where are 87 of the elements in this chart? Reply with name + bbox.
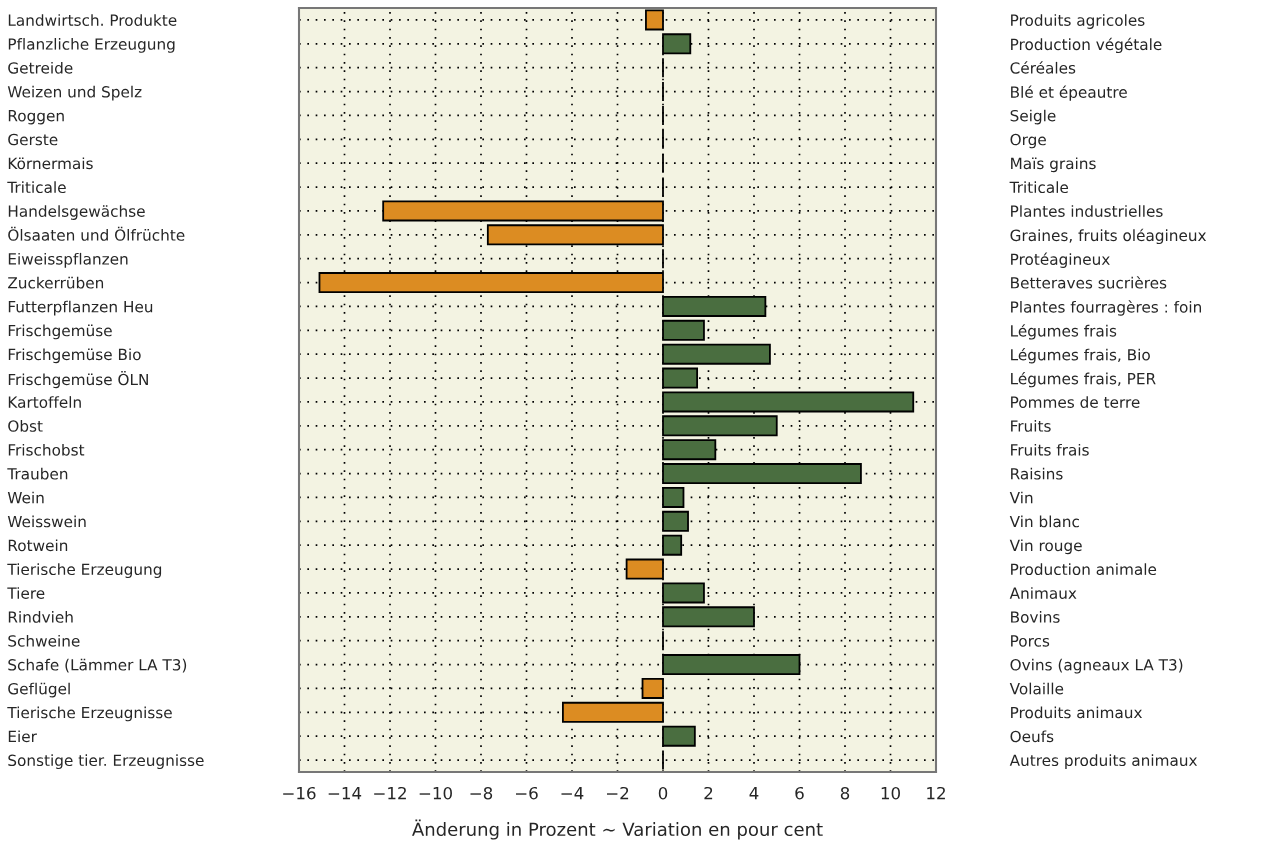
x-tick-label: −14	[328, 787, 362, 800]
x-tick-label: 0	[658, 786, 668, 800]
y2-tick-label: Vin	[1009, 491, 1033, 504]
y-tick-label: Ölsaaten und Ölfrüchte	[8, 226, 185, 241]
y2-tick-label: Céréales	[1010, 61, 1076, 74]
y2-tick-label: Plantes fourragères : foin	[1011, 300, 1201, 316]
y-tick-label: Trauben	[7, 467, 68, 480]
y2-tick-label: Plantes industrielles	[1011, 205, 1163, 217]
x-tick-label: −2	[606, 786, 629, 800]
y2-tick-label: Animaux	[1009, 587, 1077, 599]
y2-tick-label: Vin rouge	[1009, 539, 1082, 555]
y2-tick-label: Autres produits animaux	[1009, 754, 1198, 770]
bar	[662, 343, 771, 365]
bar	[662, 486, 685, 508]
y2-tick-label: Fruits frais	[1011, 443, 1089, 456]
y2-tick-label: Volaille	[1009, 682, 1064, 695]
x-tick-label: −6	[515, 786, 538, 800]
y2-tick-label: Blé et épeautre	[1011, 85, 1127, 101]
y-tick-label: Triticale	[7, 181, 66, 194]
x-tick-label: 10	[881, 786, 900, 800]
y2-tick-label: Pommes de terre	[1011, 396, 1140, 408]
x-axis-title: Änderung in Prozent ~ Variation en pour cent	[412, 819, 823, 840]
y-tick-label: Tierische Erzeugnisse	[7, 706, 172, 722]
y2-tick-label: Légumes frais, Bio	[1011, 348, 1150, 364]
y2-tick-label: Oeufs	[1010, 730, 1054, 743]
x-tick-label: 8	[840, 786, 850, 800]
y-tick-label: Kartoffeln	[8, 396, 81, 408]
x-tick-label: −12	[374, 786, 406, 800]
y-tick-label: Frischgemüse Bio	[8, 348, 141, 364]
bar	[662, 319, 705, 341]
y2-tick-label: Protéagineux	[1011, 252, 1110, 268]
y-tick-label: Landwirtsch. Produkte	[8, 14, 177, 26]
y2-tick-label: Raisins	[1011, 467, 1063, 480]
y2-tick-label: Seigle	[1010, 109, 1056, 125]
y2-tick-label: Vin blanc	[1009, 515, 1079, 528]
x-tick-label: 2	[704, 786, 713, 800]
bar	[662, 510, 689, 532]
y-tick-label: Zuckerrüben	[8, 276, 104, 289]
x-tick-label: 6	[795, 786, 804, 800]
y2-tick-label: Porcs	[1011, 635, 1050, 647]
x-tick-label: 4	[749, 787, 759, 800]
y-tick-label: Pflanzliche Erzeugung	[8, 38, 175, 53]
x-tick-label: −4	[561, 787, 584, 800]
y2-tick-label: Bovins	[1011, 611, 1060, 623]
y2-tick-label: Légumes frais	[1011, 324, 1117, 340]
bar	[561, 701, 664, 723]
y2-tick-label: Maïs grains	[1011, 157, 1096, 173]
y-tick-label: Gerste	[8, 133, 58, 146]
y2-tick-label: Graines, fruits oléagineux	[1010, 228, 1207, 245]
y-tick-label: Rotwein	[8, 539, 68, 552]
y-tick-label: Eiweisspflanzen	[8, 252, 128, 268]
y-tick-label: Eier	[8, 730, 37, 743]
y-tick-label: Obst	[8, 420, 43, 432]
y-tick-label: Schafe (Lämmer LA T3)	[8, 658, 187, 673]
bar	[662, 725, 696, 747]
y2-tick-label: Orge	[1010, 133, 1046, 149]
y-tick-label: Tierische Erzeugung	[7, 563, 162, 579]
y2-tick-label: Ovins (agneaux LA T3)	[1010, 658, 1183, 674]
x-tick-label: 12	[927, 786, 945, 800]
y2-tick-label: Production animale	[1011, 563, 1157, 576]
y-tick-label: Frischobst	[8, 443, 85, 456]
y-tick-label: Schweine	[8, 634, 80, 647]
y-tick-label: Rindvieh	[8, 611, 73, 623]
y-tick-label: Frischgemüse	[8, 324, 112, 340]
y2-tick-label: Produits animaux	[1011, 706, 1143, 719]
y-tick-label: Roggen	[8, 110, 64, 125]
y2-tick-label: Betteraves sucrières	[1011, 276, 1167, 289]
y-tick-label: Geflügel	[8, 682, 70, 698]
y2-tick-label: Légumes frais, PER	[1011, 371, 1156, 388]
x-tick-label: −16	[283, 786, 316, 800]
y-tick-label: Sonstige tier. Erzeugnisse	[8, 754, 204, 770]
y-tick-label: Frischgemüse ÖLN	[8, 371, 148, 389]
bar	[645, 9, 664, 31]
y-tick-label: Weizen und Spelz	[7, 85, 142, 101]
y2-tick-label: Produits agricoles	[1011, 14, 1145, 29]
y-tick-label: Getreide	[8, 61, 73, 74]
y2-tick-label: Triticale	[1009, 181, 1069, 194]
y2-tick-label: Production végétale	[1011, 37, 1162, 54]
y2-tick-label: Fruits	[1011, 420, 1051, 432]
y-tick-label: Futterpflanzen Heu	[8, 300, 153, 316]
x-tick-label: −10	[419, 786, 452, 800]
y-tick-label: Wein	[7, 491, 44, 504]
x-tick-label: −8	[470, 786, 493, 800]
y-tick-label: Handelsgewächse	[8, 205, 145, 220]
y-tick-label: Körnermais	[8, 157, 93, 170]
y-tick-label: Tiere	[7, 587, 45, 599]
y-tick-label: Weisswein	[7, 515, 86, 528]
